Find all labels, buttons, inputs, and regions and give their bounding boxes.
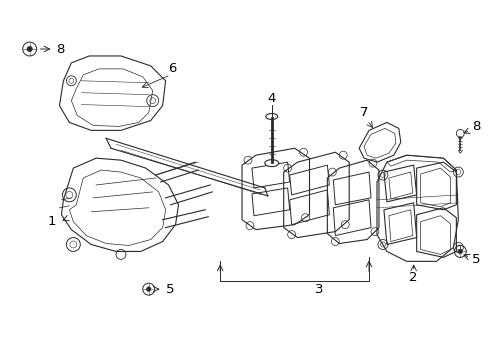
Circle shape	[458, 249, 463, 254]
Text: 8: 8	[472, 120, 481, 133]
Circle shape	[147, 287, 151, 292]
Text: 7: 7	[360, 106, 368, 119]
Circle shape	[27, 46, 32, 52]
Text: 2: 2	[410, 271, 418, 284]
Text: 6: 6	[169, 62, 177, 75]
Text: 3: 3	[315, 283, 324, 296]
Ellipse shape	[265, 159, 279, 167]
Text: 1: 1	[47, 215, 56, 228]
Text: 8: 8	[56, 42, 65, 55]
Text: 5: 5	[166, 283, 174, 296]
Text: 5: 5	[472, 253, 481, 266]
Text: 4: 4	[268, 92, 276, 105]
Ellipse shape	[266, 113, 278, 120]
